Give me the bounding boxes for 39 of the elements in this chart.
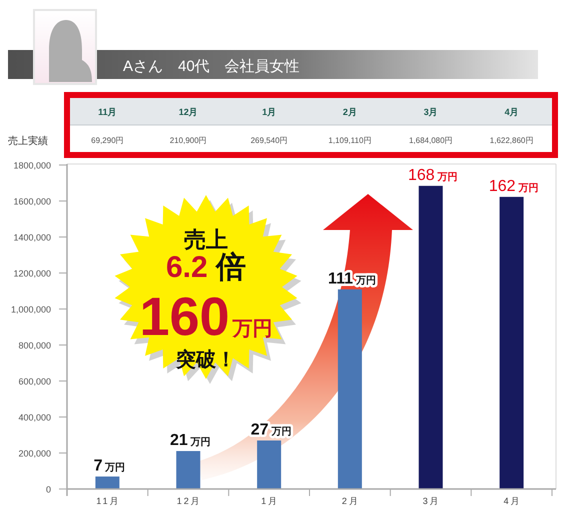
category-label: 2月 [342,107,357,117]
y-tick-label: 1400,000 [13,232,51,242]
annotation: 売上 [184,227,228,252]
category-label: 4月 [504,107,519,117]
annotation: 27 万円 [250,421,292,438]
y-tick-label: 400,000 [18,412,51,422]
text: 売上実績 [8,135,48,147]
y-tick-label: 1600,000 [13,196,51,206]
category-label: 1月 [262,107,276,117]
data-label: 269,540円 [250,136,288,145]
annotation: 突破！ [175,348,236,371]
y-tick-label: 800,000 [18,340,51,350]
chart-title: Aさん 40代 会社員女性 [123,58,300,75]
annotation: 160万円 [139,287,273,347]
y-tick-label: 200,000 [18,448,51,458]
x-tick-label: 12月 [176,496,202,506]
y-tick-label: 1,000,000 [10,304,51,314]
category-label: 12月 [178,107,198,117]
annotation: 162 万円 [488,178,538,195]
x-tick-label: 1月 [261,496,280,506]
x-tick-label: 4月 [504,496,522,506]
annotation: 168 万円 [408,166,458,184]
data-label: 210,900円 [170,136,207,145]
y-tick-label: 1200,000 [13,268,51,278]
data-label: 1,109,110円 [328,136,372,145]
annotation: 7 万円 [94,458,126,475]
y-tick-label: 1800,000 [13,160,51,170]
data-label: 69,290円 [91,136,124,145]
x-tick-label: 3月 [422,496,441,506]
annotation: 21 万円 [170,432,211,450]
category-label: 11月 [98,107,117,117]
data-label: 1,684,080円 [408,136,453,145]
y-tick-label: 600,000 [18,376,51,386]
y-tick-label: 0 [46,484,51,494]
category-label: 3月 [424,107,438,117]
x-tick-label: 11月 [96,496,121,506]
x-tick-label: 2月 [342,496,360,506]
data-label: 1,622,860円 [490,136,534,145]
annotation: 6.2 倍 [166,251,246,284]
